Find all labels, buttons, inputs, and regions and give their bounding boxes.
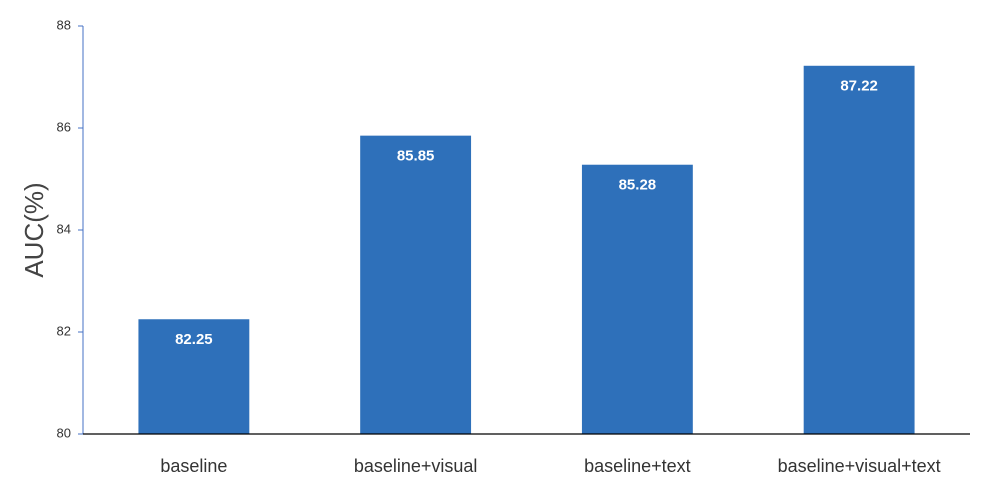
value-label: 87.22 (840, 78, 878, 95)
y-tick-label: 88 (57, 17, 71, 32)
value-label: 85.28 (619, 177, 657, 194)
x-tick-label: baseline+text (584, 456, 691, 476)
y-tick-label: 86 (57, 119, 71, 134)
y-tick-label: 80 (57, 425, 71, 440)
bar (138, 319, 250, 434)
bar (360, 135, 472, 434)
bar (803, 65, 915, 434)
value-label: 85.85 (397, 148, 435, 165)
x-tick-label: baseline+visual+text (778, 456, 941, 476)
value-label: 82.25 (175, 331, 213, 348)
x-tick-label: baseline+visual (354, 456, 478, 476)
y-tick-label: 82 (57, 323, 71, 338)
y-tick-label: 84 (57, 221, 71, 236)
x-tick-label: baseline (160, 456, 227, 476)
y-axis-label: AUC(%) (19, 182, 49, 277)
bar (581, 164, 693, 434)
